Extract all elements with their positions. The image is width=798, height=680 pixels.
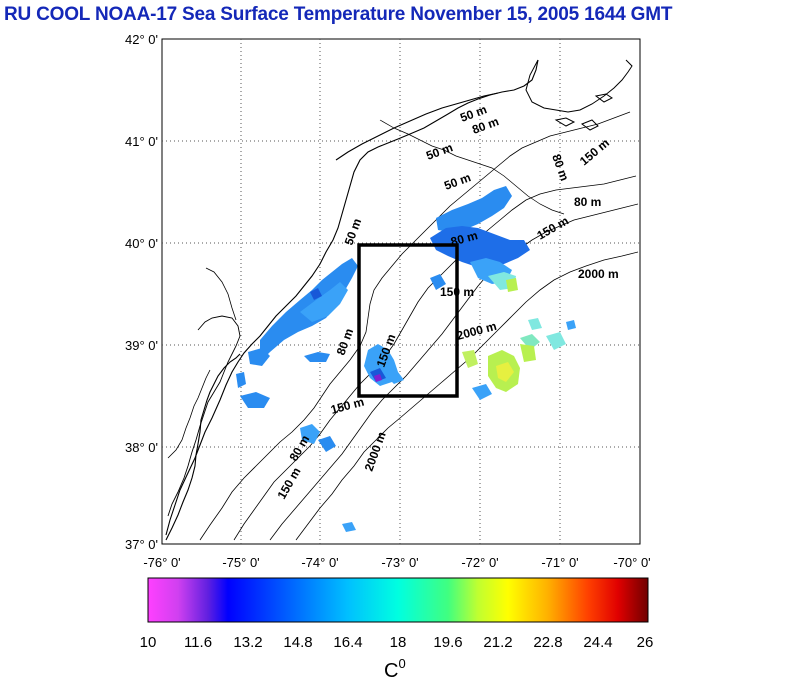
isobath-shelf-inner — [379, 119, 565, 215]
isobath-80m — [233, 175, 637, 541]
colorbar-tick: 13.2 — [233, 634, 262, 651]
lat-label-41: 41° 0' — [125, 134, 158, 149]
lon-label-75: -75° 0' — [222, 555, 259, 570]
lon-label-76: -76° 0' — [143, 555, 180, 570]
colorbar-tick: 10 — [140, 634, 157, 651]
lat-labels: 42° 0' 41° 0' 40° 0' 39° 0' 38° 0' 37° 0… — [125, 32, 158, 552]
delmarva-coast — [165, 353, 241, 541]
colorbar-tick: 21.2 — [483, 634, 512, 651]
isobath-150m — [269, 203, 639, 541]
svg-text:150 m: 150 m — [440, 285, 474, 299]
colorbar — [147, 577, 649, 623]
coastline — [165, 59, 539, 536]
isobath-50m — [199, 111, 631, 541]
long-island — [335, 92, 499, 161]
isobath-2000m — [295, 251, 639, 541]
colorbar-tick: 26 — [637, 634, 654, 651]
colorbar-tick: 19.6 — [433, 634, 462, 651]
colorbar-ticks: 10 11.6 13.2 14.8 16.4 18 19.6 21.2 22.8… — [140, 634, 654, 651]
lon-label-73: -73° 0' — [381, 555, 418, 570]
study-box — [357, 243, 459, 398]
lon-label-72: -72° 0' — [461, 555, 498, 570]
lat-label-40: 40° 0' — [125, 236, 158, 251]
colorbar-unit: C0 — [384, 656, 406, 680]
colorbar-tick: 14.8 — [283, 634, 312, 651]
cape-cod-coast — [525, 59, 633, 113]
colorbar-tick: 22.8 — [533, 634, 562, 651]
lat-label-42: 42° 0' — [125, 32, 158, 47]
islands — [554, 93, 613, 131]
colorbar-tick: 18 — [390, 634, 407, 651]
chart-title: RU COOL NOAA-17 Sea Surface Temperature … — [4, 4, 673, 25]
lat-label-38: 38° 0' — [125, 440, 158, 455]
lat-label-39: 39° 0' — [125, 338, 158, 353]
svg-text:80 m: 80 m — [449, 228, 479, 249]
svg-text:2000 m: 2000 m — [578, 267, 619, 281]
colorbar-tick: 16.4 — [333, 634, 362, 651]
bay-inner-shore — [167, 369, 211, 459]
bay-shore — [167, 315, 241, 517]
lat-label-37: 37° 0' — [125, 537, 158, 552]
map-frame — [161, 38, 641, 545]
lon-label-71: -71° 0' — [541, 555, 578, 570]
lon-labels: -76° 0' -75° 0' -74° 0' -73° 0' -72° 0' … — [143, 555, 650, 570]
svg-text:80 m: 80 m — [574, 195, 601, 209]
colorbar-tick: 11.6 — [184, 634, 212, 651]
lon-label-74: -74° 0' — [301, 555, 338, 570]
nj-inner-shore — [205, 267, 237, 321]
sst-data — [236, 186, 576, 532]
lon-label-70: -70° 0' — [613, 555, 650, 570]
colorbar-tick: 24.4 — [583, 634, 612, 651]
